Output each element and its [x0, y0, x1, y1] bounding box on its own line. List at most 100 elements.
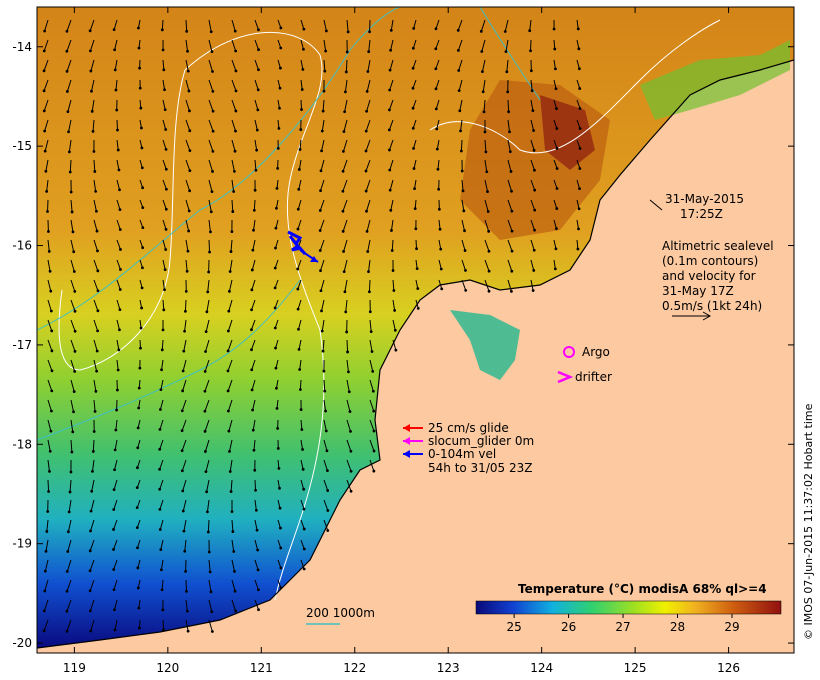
- velocity-arrow-head: [135, 486, 139, 490]
- velocity-arrow: [161, 19, 164, 30]
- velocity-arrow: [388, 99, 394, 111]
- velocity-arrow-head: [137, 406, 141, 410]
- velocity-arrow-head: [464, 288, 468, 292]
- velocity-arrow-head: [43, 129, 47, 133]
- velocity-arrow-head: [456, 48, 460, 52]
- velocity-arrow: [323, 499, 329, 511]
- velocity-arrow-head: [555, 147, 559, 150]
- velocity-arrow-head: [66, 550, 70, 553]
- velocity-arrow: [162, 219, 167, 230]
- velocity-arrow: [365, 139, 371, 152]
- velocity-arrow: [43, 59, 49, 71]
- x-tick-label: 123: [437, 661, 460, 675]
- velocity-arrow: [553, 259, 556, 269]
- velocity-arrow-head: [434, 107, 438, 111]
- velocity-arrow-head: [250, 288, 254, 292]
- velocity-arrow-head: [555, 227, 558, 231]
- velocity-arrow-head: [188, 149, 192, 153]
- velocity-arrow-head: [96, 289, 100, 293]
- velocity-arrow-head: [67, 510, 71, 514]
- velocity-arrow-head: [341, 169, 345, 173]
- velocity-arrow: [576, 119, 581, 129]
- velocity-arrow: [321, 139, 325, 152]
- velocity-arrow: [162, 59, 165, 70]
- velocity-arrow-head: [552, 27, 556, 31]
- velocity-arrow-head: [462, 209, 466, 213]
- velocity-arrow-head: [388, 188, 392, 192]
- velocity-arrow: [185, 79, 190, 92]
- velocity-arrow-head: [140, 126, 143, 130]
- velocity-arrow-head: [48, 269, 52, 273]
- velocity-arrow: [93, 359, 98, 372]
- velocity-arrow-head: [163, 288, 166, 292]
- velocity-arrow-head: [349, 469, 353, 473]
- y-axis: -14 -15 -16 -17 -18 -19 -20: [12, 40, 794, 650]
- velocity-arrow-head: [388, 148, 391, 152]
- velocity-arrow-head: [322, 369, 326, 373]
- velocity-arrow: [553, 119, 558, 129]
- velocity-arrow-head: [118, 228, 122, 231]
- velocity-arrow-head: [180, 449, 184, 453]
- velocity-arrow: [204, 399, 210, 412]
- velocity-arrow: [530, 139, 535, 151]
- velocity-arrow-head: [42, 609, 46, 613]
- velocity-arrow: [91, 479, 95, 492]
- velocity-arrow-head: [345, 50, 349, 54]
- velocity-arrow-head: [370, 350, 374, 353]
- velocity-arrow: [68, 119, 72, 132]
- velocity-arrow: [113, 19, 118, 30]
- velocity-arrow: [208, 559, 211, 572]
- velocity-arrow: [530, 239, 535, 251]
- velocity-arrow: [300, 59, 304, 70]
- velocity-arrow: [66, 59, 72, 72]
- velocity-arrow: [320, 159, 325, 171]
- velocity-arrow-head: [302, 547, 306, 551]
- velocity-arrow-head: [116, 148, 120, 152]
- velocity-arrow: [530, 199, 536, 211]
- velocity-arrow: [484, 199, 489, 212]
- velocity-arrow-head: [279, 566, 283, 570]
- velocity-arrow-head: [273, 266, 277, 270]
- velocity-arrow: [47, 439, 51, 452]
- x-tick-label: 121: [250, 661, 273, 675]
- velocity-arrow: [576, 59, 580, 69]
- velocity-arrow-head: [46, 510, 50, 513]
- velocity-arrow-head: [256, 568, 260, 572]
- velocity-arrow: [323, 19, 327, 32]
- velocity-arrow: [346, 419, 352, 432]
- velocity-arrow: [366, 99, 371, 112]
- velocity-arrow-head: [278, 506, 282, 510]
- velocity-arrow: [91, 99, 95, 112]
- velocity-arrow-head: [274, 246, 277, 250]
- velocity-arrow-head: [366, 70, 370, 73]
- velocity-arrow: [530, 179, 536, 191]
- velocity-arrow: [67, 539, 72, 552]
- velocity-arrow: [277, 559, 282, 569]
- velocity-arrow-head: [324, 429, 328, 433]
- velocity-arrow-head: [257, 48, 260, 52]
- velocity-arrow: [43, 79, 49, 91]
- velocity-arrow: [93, 379, 97, 392]
- velocity-arrow-head: [323, 69, 327, 73]
- velocity-arrow-head: [47, 490, 51, 493]
- velocity-arrow-head: [411, 106, 415, 110]
- velocity-arrow-head: [302, 507, 306, 511]
- glide-label: 25 cm/s glide: [428, 421, 509, 435]
- velocity-arrow-head: [391, 269, 395, 272]
- velocity-arrow-head: [255, 528, 259, 532]
- velocity-arrow: [344, 99, 348, 112]
- velocity-arrow-head: [415, 267, 419, 271]
- velocity-arrow: [345, 59, 348, 72]
- velocity-arrow: [389, 59, 394, 71]
- velocity-arrow-head: [186, 49, 189, 53]
- velocity-arrow: [250, 319, 256, 330]
- velocity-arrow: [343, 239, 348, 252]
- velocity-arrow: [392, 319, 396, 331]
- velocity-arrow-head: [161, 328, 165, 332]
- velocity-arrow-head: [205, 310, 209, 314]
- velocity-arrow: [227, 379, 233, 392]
- velocity-arrow-head: [275, 206, 278, 210]
- velocity-arrow-head: [231, 210, 235, 213]
- velocity-arrow-head: [184, 569, 187, 573]
- velocity-arrow-head: [341, 229, 345, 233]
